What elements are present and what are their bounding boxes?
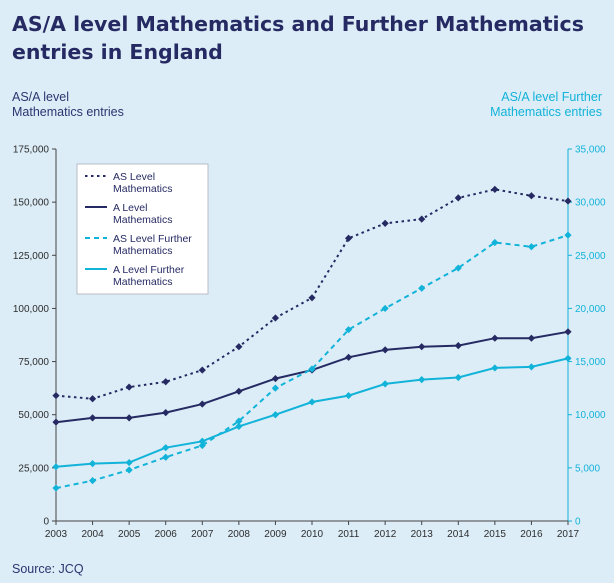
data-point-marker: [564, 197, 571, 204]
data-point-marker: [345, 354, 352, 361]
data-point-marker: [308, 398, 315, 405]
data-point-marker: [52, 484, 59, 491]
right-y-tick-label: 25,000: [575, 251, 606, 262]
line-chart: 0 25,000 50,000 75,000 100,000 125,000 150,000…: [0, 0, 614, 583]
data-point-marker: [272, 411, 279, 418]
data-point-marker: [89, 414, 96, 421]
series-line-4: [56, 358, 568, 466]
x-tick-label: 2005: [118, 529, 141, 540]
x-tick-label: 2006: [155, 529, 178, 540]
data-point-marker: [491, 335, 498, 342]
data-point-marker: [491, 186, 498, 193]
data-point-marker: [199, 366, 206, 373]
data-point-marker: [162, 409, 169, 416]
data-point-marker: [199, 400, 206, 407]
data-point-marker: [272, 375, 279, 382]
data-point-marker: [528, 192, 535, 199]
series-line-2: [56, 332, 568, 422]
data-point-marker: [52, 419, 59, 426]
x-tick-label: 2017: [557, 529, 580, 540]
data-point-marker: [235, 388, 242, 395]
data-point-marker: [382, 346, 389, 353]
data-point-marker: [382, 220, 389, 227]
left-y-tick-label: 175,000: [13, 145, 50, 156]
data-point-marker: [455, 342, 462, 349]
data-point-marker: [235, 343, 242, 350]
left-y-tick-label: 25,000: [18, 463, 49, 474]
right-y-tick-label: 5,000: [575, 463, 600, 474]
right-y-tick-label: 35,000: [575, 145, 606, 156]
data-point-marker: [564, 231, 571, 238]
data-point-marker: [162, 444, 169, 451]
data-point-marker: [564, 355, 571, 362]
data-point-marker: [455, 194, 462, 201]
x-tick-label: 2012: [374, 529, 397, 540]
left-y-tick-label: 50,000: [18, 410, 49, 421]
left-y-tick-label: 75,000: [18, 357, 49, 368]
data-point-marker: [162, 454, 169, 461]
data-point-marker: [418, 376, 425, 383]
right-y-tick-label: 0: [575, 517, 581, 528]
data-point-marker: [308, 294, 315, 301]
data-point-marker: [89, 460, 96, 467]
x-tick-label: 2009: [264, 529, 287, 540]
x-tick-label: 2007: [191, 529, 214, 540]
right-y-tick-label: 10,000: [575, 410, 606, 421]
x-tick-label: 2013: [411, 529, 434, 540]
data-point-marker: [162, 378, 169, 385]
x-tick-label: 2015: [484, 529, 507, 540]
data-point-marker: [491, 364, 498, 371]
x-tick-label: 2004: [81, 529, 104, 540]
data-point-marker: [418, 343, 425, 350]
data-point-marker: [272, 314, 279, 321]
data-point-marker: [272, 385, 279, 392]
data-point-marker: [382, 380, 389, 387]
data-point-marker: [89, 477, 96, 484]
data-point-marker: [126, 414, 133, 421]
left-y-tick-label: 150,000: [13, 198, 50, 209]
right-y-tick-label: 20,000: [575, 304, 606, 315]
data-point-marker: [126, 383, 133, 390]
data-point-marker: [52, 392, 59, 399]
data-point-marker: [418, 216, 425, 223]
left-y-tick-label: 100,000: [13, 304, 50, 315]
data-point-marker: [528, 335, 535, 342]
data-point-marker: [126, 459, 133, 466]
source-note: Source: JCQ: [12, 562, 84, 576]
left-y-tick-label: 0: [43, 517, 49, 528]
data-point-marker: [455, 374, 462, 381]
right-y-tick-label: 30,000: [575, 198, 606, 209]
data-point-marker: [528, 363, 535, 370]
data-point-marker: [564, 328, 571, 335]
x-tick-label: 2014: [447, 529, 470, 540]
x-tick-label: 2010: [301, 529, 324, 540]
right-y-tick-label: 15,000: [575, 357, 606, 368]
x-tick-label: 2016: [520, 529, 543, 540]
x-tick-label: 2011: [338, 529, 360, 540]
data-point-marker: [89, 395, 96, 402]
x-tick-label: 2008: [228, 529, 251, 540]
data-point-marker: [528, 243, 535, 250]
x-tick-label: 2003: [45, 529, 68, 540]
data-point-marker: [345, 392, 352, 399]
data-point-marker: [52, 463, 59, 470]
chart-page: AS/A level Mathematics and Further Mathe…: [0, 0, 614, 583]
data-point-marker: [126, 466, 133, 473]
data-point-marker: [418, 285, 425, 292]
left-y-tick-label: 125,000: [13, 251, 50, 262]
